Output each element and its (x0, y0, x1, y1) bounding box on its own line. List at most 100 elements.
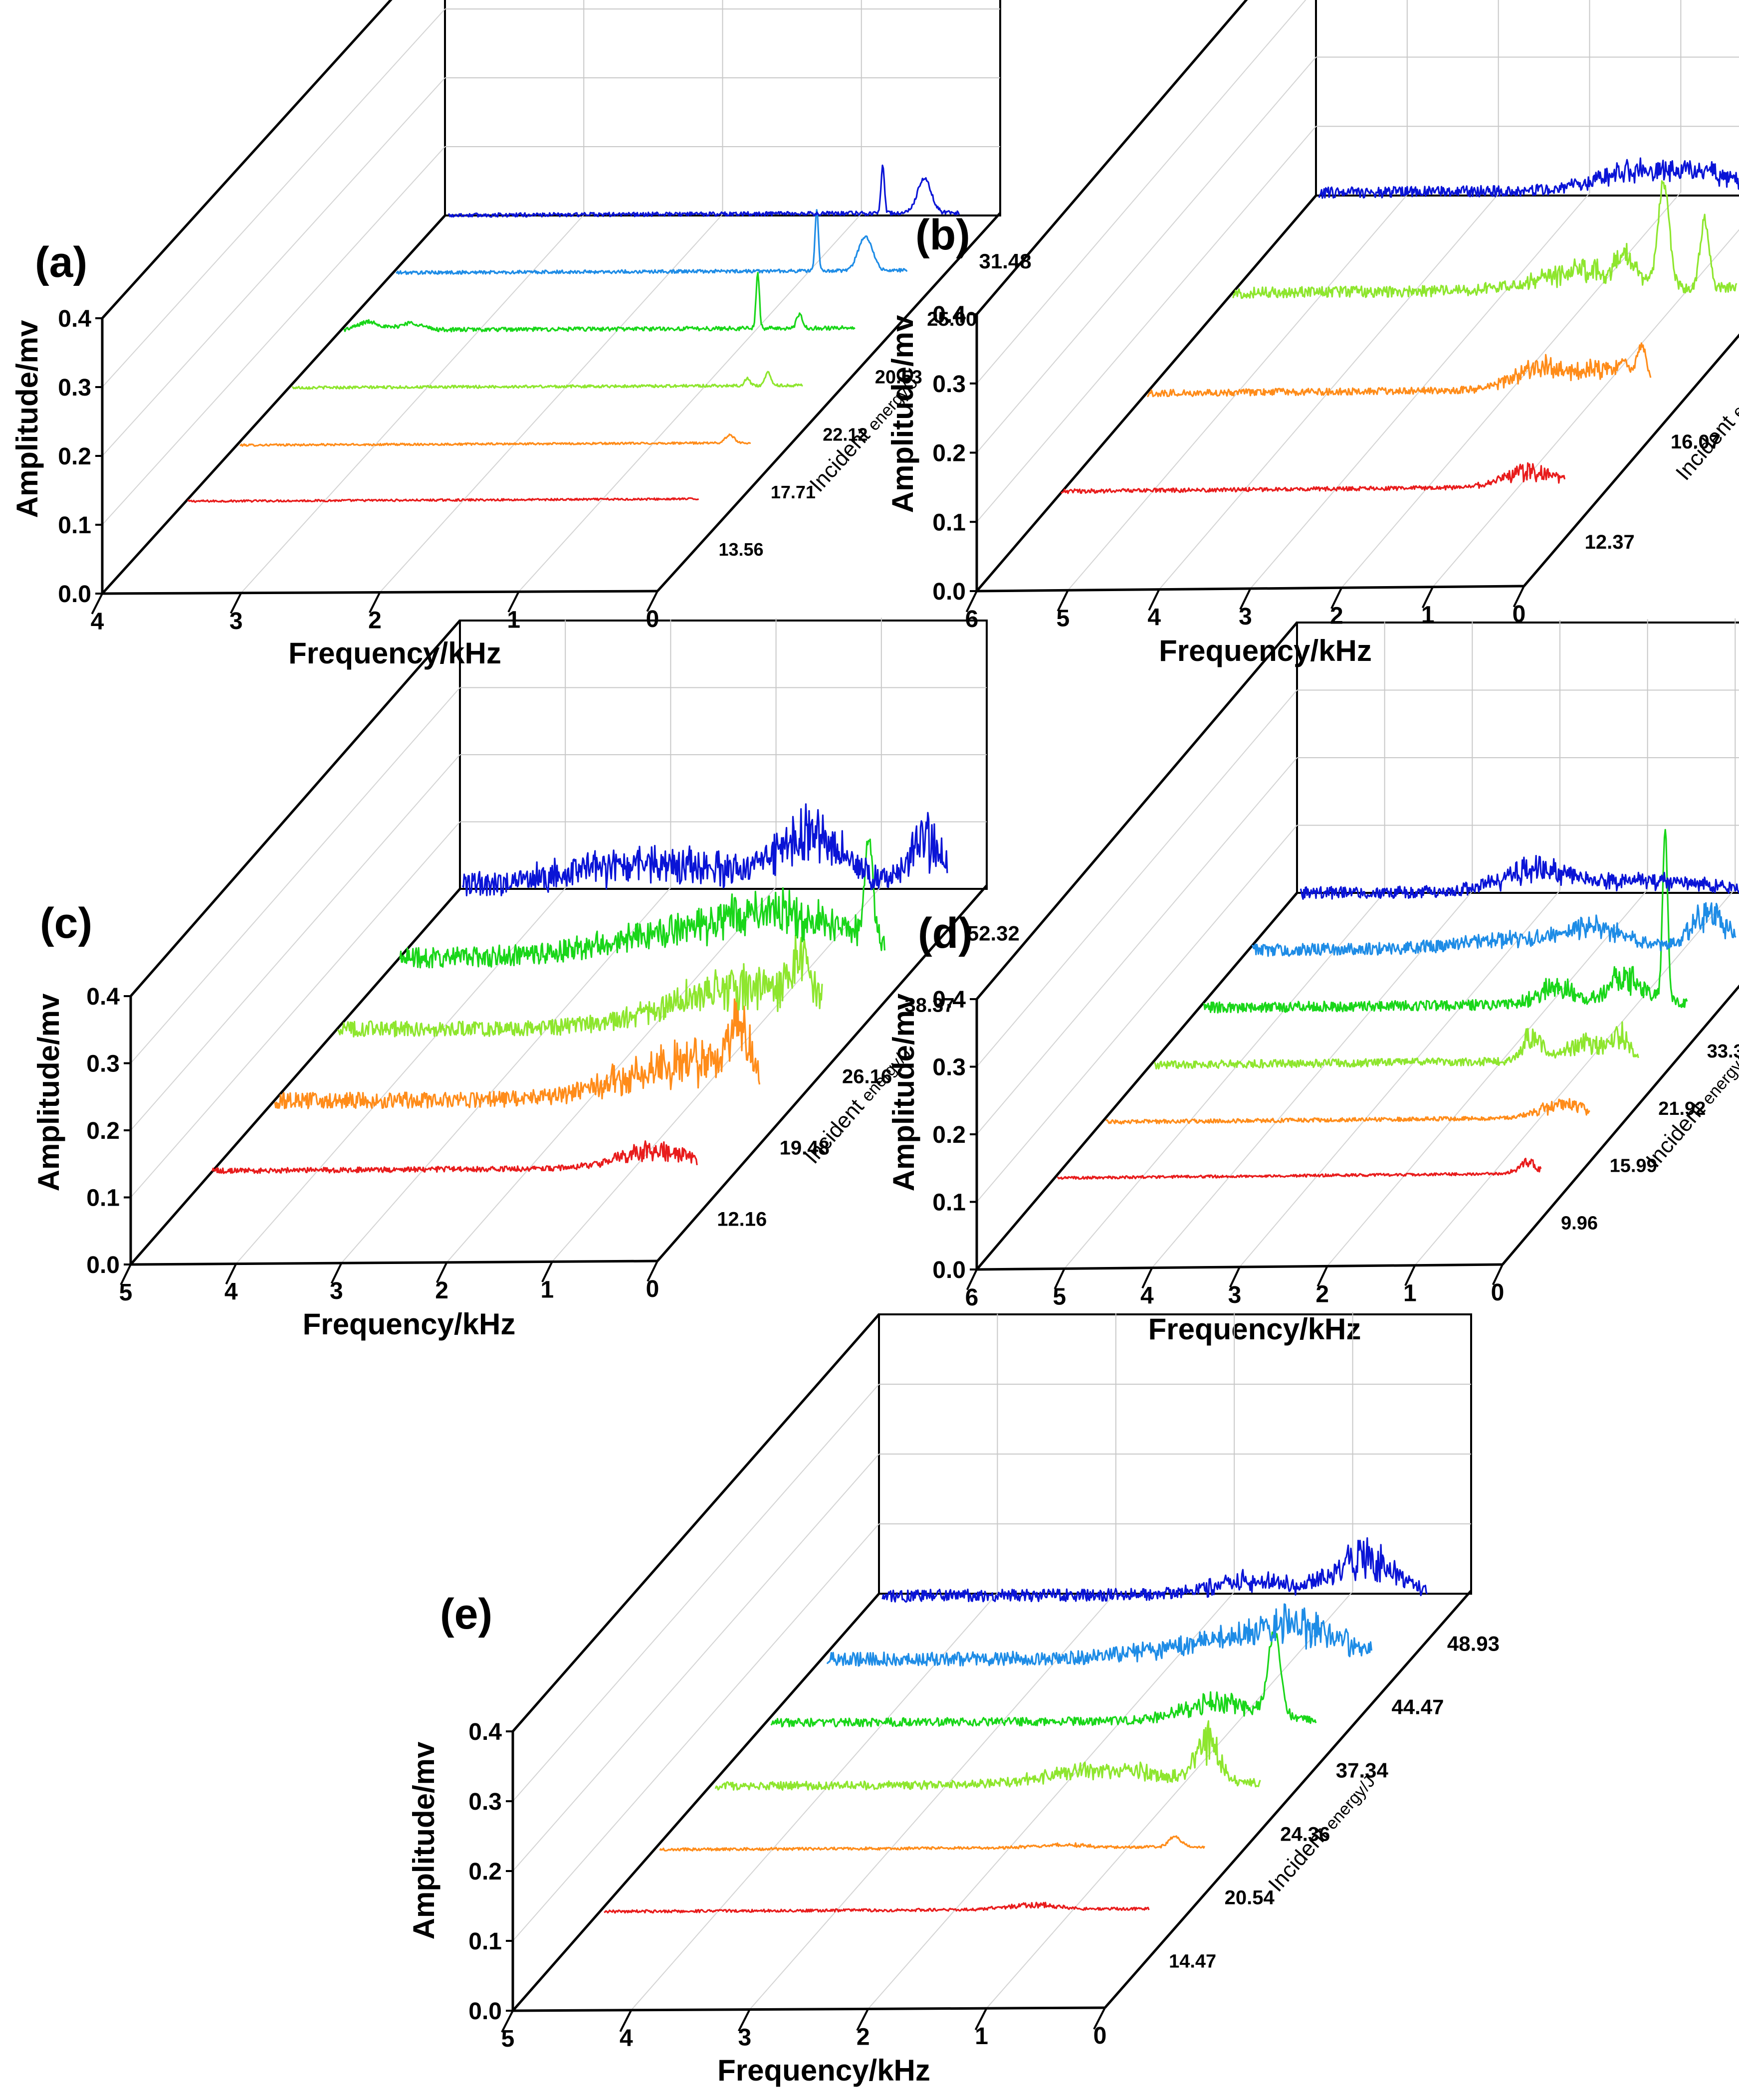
energy-label: 37.34 (1336, 1758, 1389, 1782)
axis-frame-line (1502, 984, 1739, 1265)
axis-frame-line (101, 214, 446, 595)
y-tick-label: 0.2 (468, 1859, 502, 1885)
x-tick (966, 1269, 978, 1290)
side-gridline (512, 1454, 879, 1872)
axis-frame-line (1104, 1590, 1472, 2009)
series-line-40.91 (1318, 157, 1739, 199)
x-tick-label: 2 (857, 2024, 870, 2050)
x-tick (1229, 1266, 1241, 1288)
series-line-16.07 (1147, 342, 1652, 398)
y-tick-label: 0.1 (86, 1185, 120, 1212)
y-tick-label: 0.3 (58, 375, 91, 401)
panel-label: (b) (915, 211, 970, 259)
series-line-13.56 (187, 497, 699, 503)
x-tick-label: 1 (975, 2023, 988, 2050)
x-tick-label: 3 (229, 608, 243, 634)
series-line-33.31 (1203, 829, 1688, 1014)
x-tick (541, 1261, 553, 1282)
series-line-46.57 (1300, 854, 1739, 900)
y-tick-label: 0.1 (468, 1928, 502, 1955)
floor-gridline (986, 1591, 1353, 2009)
x-tick (1404, 1264, 1416, 1286)
series-line-20.54 (659, 1835, 1206, 1852)
energy-label: 13.56 (718, 539, 763, 560)
axis-frame-line (656, 212, 1001, 592)
x-tick (369, 592, 381, 614)
side-gridline (976, 689, 1298, 1067)
x-tick-label: 0 (646, 1276, 659, 1302)
side-gridline (976, 0, 1306, 384)
y-tick-label: 0.0 (932, 579, 966, 605)
x-tick (229, 592, 242, 614)
panel-label: (a) (35, 238, 87, 286)
axis-frame-line (130, 620, 461, 997)
floor-gridline (631, 1593, 998, 2011)
x-tick (1492, 1264, 1504, 1285)
energy-label: 24.36 (1280, 1824, 1330, 1846)
series-line-14.47 (604, 1901, 1150, 1914)
y-tick-label: 0.4 (86, 984, 120, 1010)
floor-gridline (1432, 229, 1739, 588)
x-tick (225, 1263, 237, 1285)
x-tick (647, 1260, 658, 1282)
side-gridline (976, 56, 1316, 453)
series-line-12.37 (1061, 462, 1566, 494)
energy-label: 20.53 (875, 367, 922, 388)
x-tick (974, 2008, 988, 2031)
floor-gridline (341, 887, 671, 1263)
x-axis-title: Frequency/kHz (288, 636, 501, 670)
x-tick-label: 3 (738, 2025, 751, 2051)
axis-frame-line (130, 888, 461, 1265)
x-tick-label: 1 (540, 1276, 554, 1303)
energy-label: 26.16 (842, 1066, 892, 1088)
series-line-31.48 (448, 164, 960, 218)
x-tick (965, 591, 978, 613)
y-axis-title: Amplitude/mv (10, 320, 44, 518)
axis-frame-line (101, 0, 393, 319)
x-tick (91, 593, 103, 615)
floor-gridline (1414, 888, 1736, 1266)
x-tick-label: 2 (1330, 603, 1343, 629)
x-tick-label: 4 (1140, 1283, 1154, 1309)
floor-gridline (1239, 890, 1560, 1267)
series-line-19.48 (274, 997, 761, 1109)
axis-frame-line (512, 1593, 880, 2012)
series-line-9.96 (1057, 1158, 1542, 1180)
x-tick (856, 2008, 869, 2031)
floor-gridline (240, 214, 584, 594)
energy-label: 14.47 (1169, 1951, 1216, 1972)
floor-gridline (235, 887, 566, 1264)
floor-gridline (1341, 192, 1682, 588)
y-tick-label: 0.0 (932, 1257, 966, 1283)
x-tick-label: 4 (224, 1279, 238, 1305)
x-tick (619, 2009, 633, 2032)
series-line-20.53 (343, 272, 856, 333)
series-line-41.45 (1251, 902, 1737, 957)
y-tick-label: 0.3 (932, 1054, 966, 1081)
series-line-37.34 (770, 1627, 1317, 1728)
x-tick-label: 3 (330, 1278, 343, 1304)
series-line-21.92 (1154, 1021, 1639, 1070)
side-gridline (102, 77, 445, 456)
energy-label: 16.07 (1671, 431, 1721, 453)
energy-label: 21.92 (1658, 1098, 1706, 1119)
x-axis-title: Frequency/kHz (303, 1307, 516, 1341)
series-line-12.16 (212, 1140, 698, 1174)
series-line-22.12 (292, 371, 803, 390)
series-line-15.99 (1105, 1098, 1590, 1125)
side-gridline (130, 821, 460, 1198)
x-tick-label: 0 (1491, 1279, 1505, 1306)
panel-b: 0.0 0.1 0.2 0.3 0.4 6 5 4 3 2 1 0 Frequency/kHz Ampli… (886, 0, 1739, 667)
y-tick-label: 0.0 (468, 1998, 502, 2025)
y-tick-label: 0.0 (58, 581, 91, 608)
x-tick-label: 5 (501, 2026, 515, 2052)
x-tick-label: 2 (435, 1277, 448, 1304)
x-tick-label: 0 (646, 606, 659, 632)
y-tick-label: 0.3 (468, 1789, 502, 1815)
y-axis-title: Amplitude/mv (886, 315, 919, 513)
energy-label: 44.47 (1391, 1695, 1444, 1718)
x-tick (646, 591, 658, 612)
energy-label: 12.16 (717, 1209, 767, 1231)
x-tick (501, 2010, 514, 2033)
x-tick (1057, 590, 1069, 612)
